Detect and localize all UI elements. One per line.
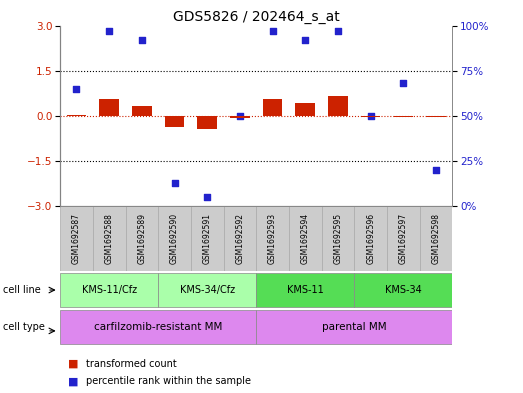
Bar [191, 206, 224, 271]
Text: GSM1692593: GSM1692593 [268, 213, 277, 264]
Text: GSM1692591: GSM1692591 [203, 213, 212, 264]
Bar [289, 206, 322, 271]
Bar [295, 103, 315, 116]
Bar [158, 206, 191, 271]
Text: KMS-11/Cfz: KMS-11/Cfz [82, 285, 137, 295]
Text: transformed count: transformed count [86, 358, 177, 369]
Bar [426, 116, 446, 117]
Bar [328, 96, 348, 116]
Text: KMS-34/Cfz: KMS-34/Cfz [180, 285, 235, 295]
Text: GSM1692597: GSM1692597 [399, 213, 408, 264]
Bar [126, 206, 158, 271]
Bar [67, 115, 86, 116]
Bar [256, 206, 289, 271]
Point [432, 167, 440, 173]
Bar [60, 310, 256, 344]
Bar [393, 116, 413, 117]
Bar [198, 116, 217, 129]
Text: carfilzomib-resistant MM: carfilzomib-resistant MM [94, 322, 222, 332]
Bar [256, 310, 452, 344]
Point [105, 28, 113, 34]
Text: GSM1692592: GSM1692592 [235, 213, 244, 264]
Text: cell type: cell type [3, 322, 44, 332]
Bar [99, 99, 119, 116]
Text: GSM1692588: GSM1692588 [105, 213, 113, 264]
Bar [322, 206, 355, 271]
Text: GSM1692595: GSM1692595 [334, 213, 343, 264]
Point [170, 180, 179, 186]
Bar [387, 206, 419, 271]
Text: parental MM: parental MM [322, 322, 386, 332]
Bar [230, 116, 250, 118]
Point [138, 37, 146, 43]
Bar [263, 99, 282, 116]
Point [236, 113, 244, 119]
Text: KMS-34: KMS-34 [385, 285, 422, 295]
Text: GSM1692587: GSM1692587 [72, 213, 81, 264]
Text: GSM1692590: GSM1692590 [170, 213, 179, 264]
Bar [60, 273, 158, 307]
Text: ■: ■ [68, 358, 78, 369]
Point [301, 37, 310, 43]
Bar [60, 206, 93, 271]
Text: GSM1692589: GSM1692589 [138, 213, 146, 264]
Point [268, 28, 277, 34]
Text: GSM1692594: GSM1692594 [301, 213, 310, 264]
Text: GDS5826 / 202464_s_at: GDS5826 / 202464_s_at [173, 10, 339, 24]
Point [399, 80, 407, 86]
Text: GSM1692596: GSM1692596 [366, 213, 375, 264]
Text: percentile rank within the sample: percentile rank within the sample [86, 376, 251, 386]
Bar [361, 116, 381, 117]
Point [72, 86, 81, 92]
Bar [224, 206, 256, 271]
Bar [355, 206, 387, 271]
Point [334, 28, 342, 34]
Bar [132, 106, 152, 116]
Bar [93, 206, 126, 271]
Text: GSM1692598: GSM1692598 [431, 213, 440, 264]
Text: ■: ■ [68, 376, 78, 386]
Bar [419, 206, 452, 271]
Text: KMS-11: KMS-11 [287, 285, 324, 295]
Bar [256, 273, 355, 307]
Bar [165, 116, 185, 127]
Point [367, 113, 375, 119]
Bar [355, 273, 452, 307]
Text: cell line: cell line [3, 285, 40, 295]
Bar [158, 273, 256, 307]
Point [203, 194, 211, 200]
